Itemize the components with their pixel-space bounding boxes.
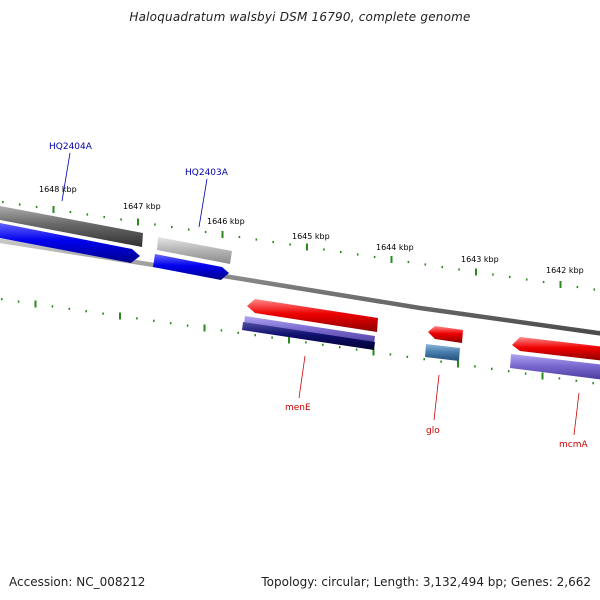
feature-hq2404a-homolog[interactable] <box>0 205 143 247</box>
tick-label-1646kbp: 1646 kbp <box>207 217 245 226</box>
hit-mcma-purple[interactable] <box>510 354 600 380</box>
gene-mcma[interactable] <box>512 337 600 361</box>
tick-label-1644kbp: 1644 kbp <box>376 243 414 252</box>
hit-glo-steel[interactable] <box>425 344 460 361</box>
leader-glo <box>433 374 440 421</box>
tick-label-1643kbp: 1643 kbp <box>461 255 499 264</box>
gene-glo[interactable] <box>428 326 463 343</box>
tick-label-1648kbp: 1648 kbp <box>39 185 77 194</box>
gene-label-hq2403a[interactable]: HQ2403A <box>185 168 229 178</box>
inner-tick-ring <box>0 298 595 385</box>
gene-label-hq2404a[interactable]: HQ2404A <box>49 142 93 152</box>
tick-label-1647kbp: 1647 kbp <box>123 202 161 211</box>
gene-label-mcma[interactable]: mcmA <box>559 440 588 450</box>
gene-mene[interactable] <box>247 299 378 332</box>
leader-mcma <box>573 392 580 436</box>
hit-mene-navy[interactable] <box>242 322 375 350</box>
reverse-strand-features <box>242 299 600 380</box>
scale-tick-labels: 1648 kbp 1647 kbp 1646 kbp 1645 kbp 1644… <box>39 185 584 275</box>
tick-label-1645kbp: 1645 kbp <box>292 232 330 241</box>
gene-label-mene[interactable]: menE <box>285 403 311 413</box>
outer-tick-ring <box>1 200 596 291</box>
feature-hq2403a-homolog[interactable] <box>157 237 232 264</box>
genome-summary-footer: Topology: circular; Length: 3,132,494 bp… <box>261 575 591 589</box>
leader-hq2404a <box>61 152 71 202</box>
tick-label-1642kbp: 1642 kbp <box>546 266 584 275</box>
gene-hq2404a[interactable] <box>0 222 140 263</box>
gene-labels: HQ2404A HQ2403A menE glo mcmA <box>49 142 588 450</box>
map-title: Haloquadratum walsbyi DSM 16790, complet… <box>129 10 471 24</box>
leader-mene <box>298 355 306 399</box>
accession-footer: Accession: NC_008212 <box>9 575 146 589</box>
gene-hq2403a[interactable] <box>153 254 229 280</box>
forward-strand-features <box>0 205 232 280</box>
leader-hq2403a <box>198 178 208 228</box>
gene-label-glo[interactable]: glo <box>426 426 440 436</box>
gene-label-leaders <box>61 152 580 436</box>
